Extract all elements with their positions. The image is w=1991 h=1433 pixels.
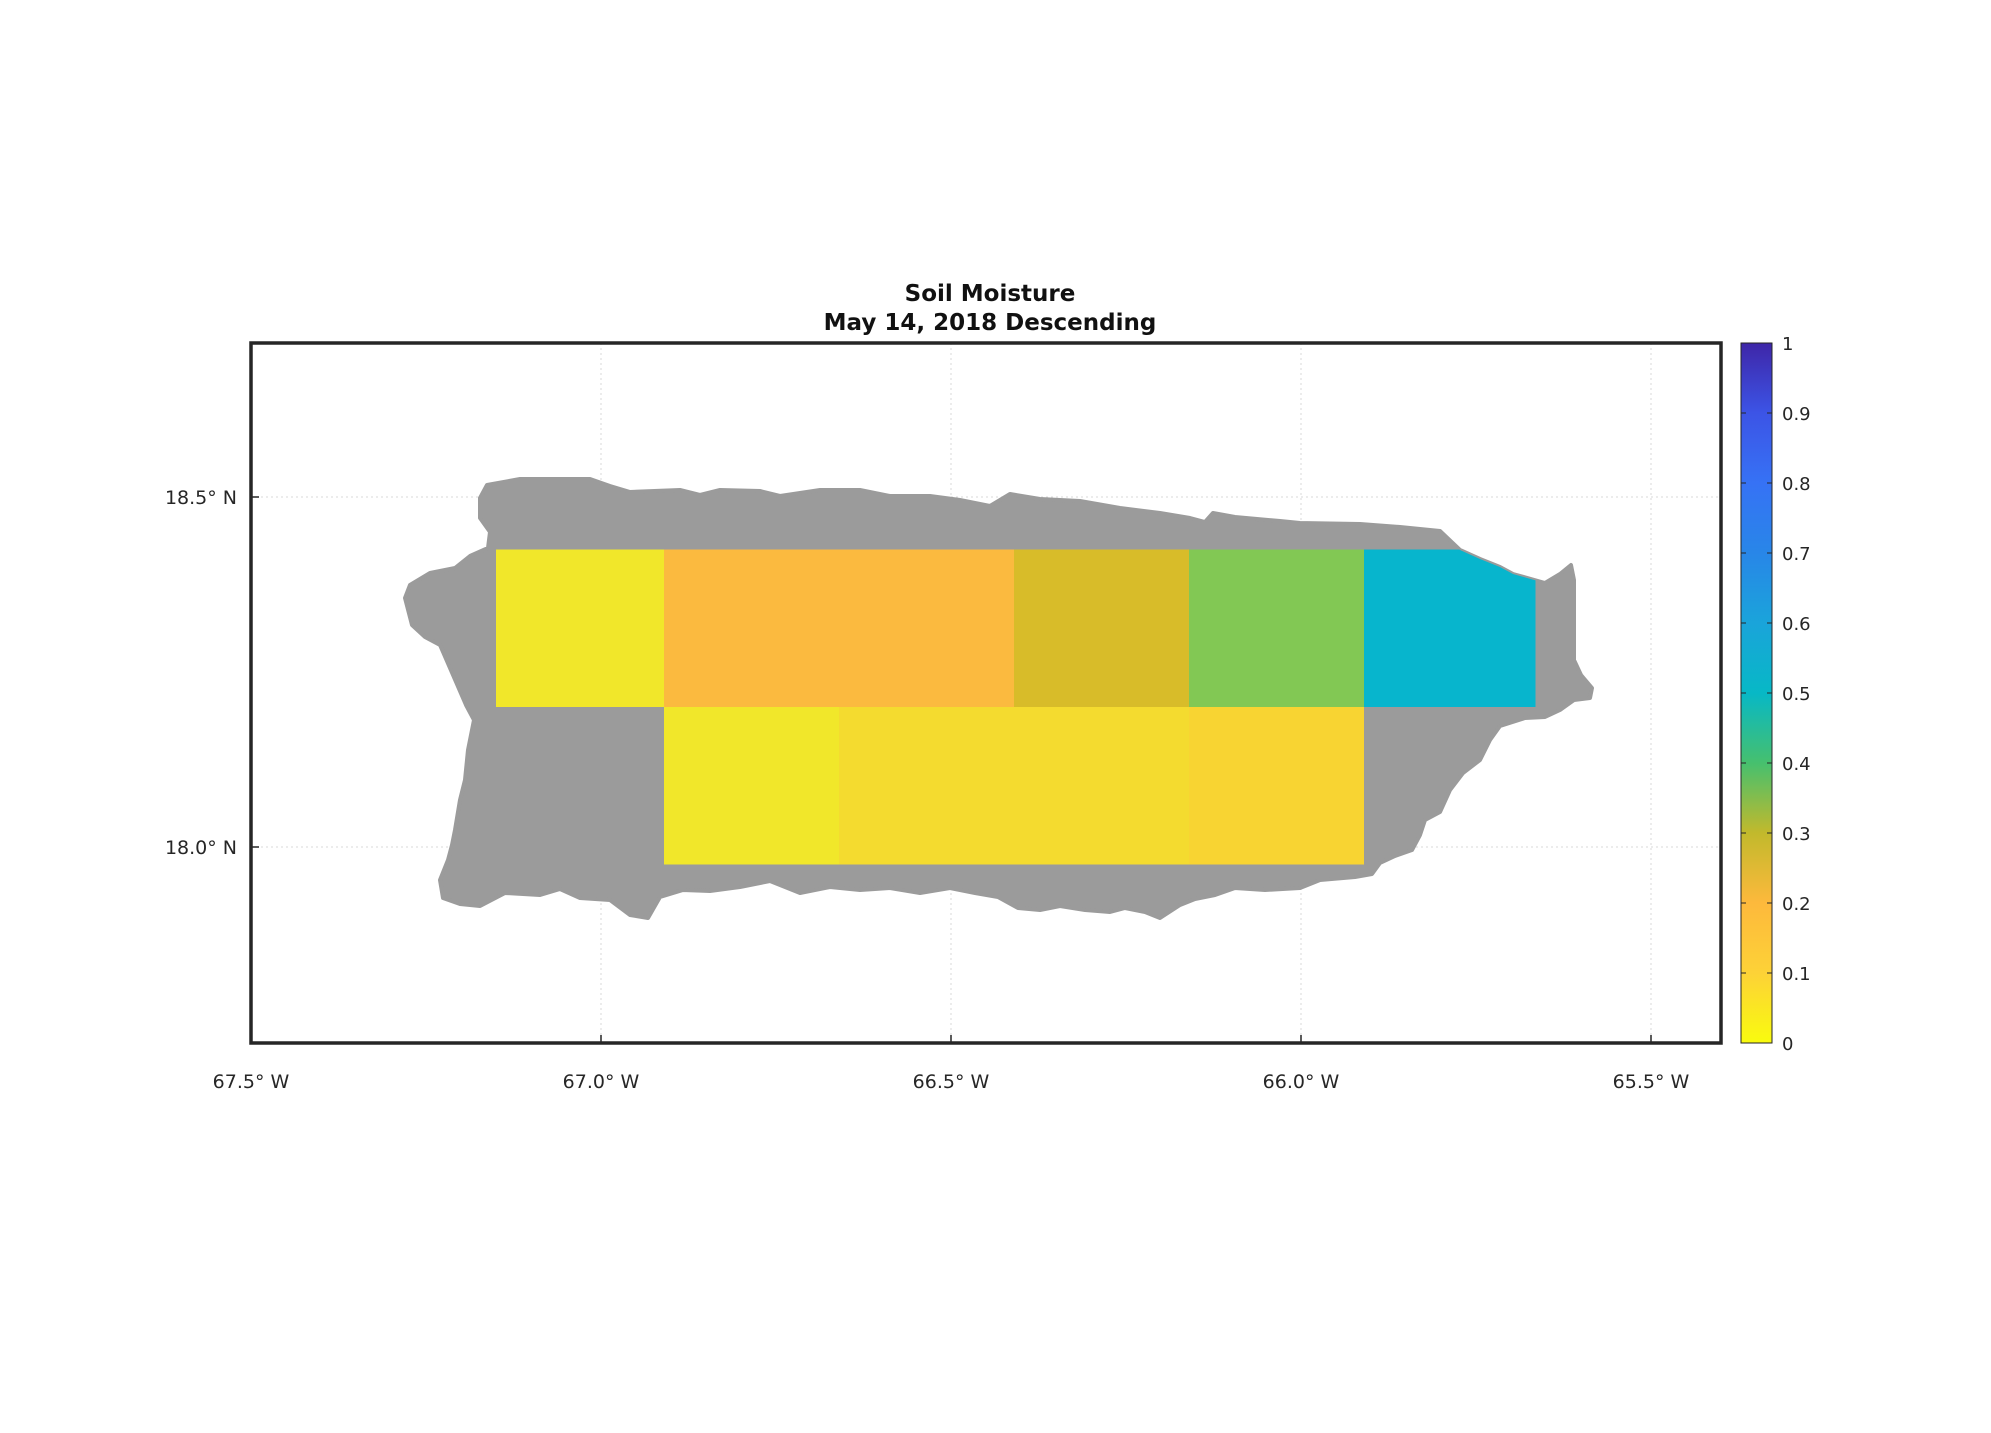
colorbar-ticks: 0 0.1 0.2 0.3 0.4 0.5 0.6 0.7 0.8 0.9 1 xyxy=(1741,334,1811,1055)
colorbar-tick-label-1: 0.1 xyxy=(1782,964,1811,985)
soil-moisture-cell-2 xyxy=(1014,549,1189,707)
colorbar-tick-label-2: 0.2 xyxy=(1782,894,1811,915)
chart-title: Soil Moisture xyxy=(905,281,1076,307)
soil-moisture-cell-3 xyxy=(1189,549,1364,707)
colorbar-tick-label-8: 0.8 xyxy=(1782,474,1811,495)
x-tick-label-1: 67.0° W xyxy=(563,1071,640,1093)
colorbar-tick-label-5: 0.5 xyxy=(1782,684,1811,705)
soil-moisture-cell-1 xyxy=(664,549,1014,707)
x-tick-label-2: 66.5° W xyxy=(913,1071,990,1093)
soil-moisture-cell-4 xyxy=(1364,549,1536,707)
soil-moisture-cell-7 xyxy=(1189,707,1364,865)
colorbar-tick-label-6: 0.6 xyxy=(1782,614,1811,635)
colorbar-tick-label-0: 0 xyxy=(1782,1034,1793,1055)
soil-moisture-cell-6 xyxy=(839,707,1189,865)
y-tick-label-1: 18.0° N xyxy=(165,837,237,859)
x-tick-label-3: 66.0° W xyxy=(1263,1071,1340,1093)
y-tick-label-0: 18.5° N xyxy=(165,487,237,509)
colorbar xyxy=(1740,342,1773,1044)
x-tick-label-4: 65.5° W xyxy=(1613,1071,1690,1093)
colorbar-tick-label-4: 0.4 xyxy=(1782,754,1811,775)
soil-moisture-cell-0 xyxy=(496,549,664,707)
colorbar-tick-label-7: 0.7 xyxy=(1782,544,1811,565)
x-axis-ticks: 67.5° W 67.0° W 66.5° W 66.0° W 65.5° W xyxy=(213,1035,1690,1093)
x-tick-label-0: 67.5° W xyxy=(213,1071,290,1093)
y-axis-ticks: 18.5° N 18.0° N xyxy=(165,487,259,859)
chart-subtitle: May 14, 2018 Descending xyxy=(824,310,1157,336)
soil-moisture-cells xyxy=(496,549,1536,865)
soil-moisture-cell-5 xyxy=(664,707,839,865)
map-axes-frame xyxy=(249,341,1723,1045)
colorbar-tick-label-9: 0.9 xyxy=(1782,404,1811,425)
colorbar-tick-label-10: 1 xyxy=(1782,334,1793,355)
colorbar-tick-label-3: 0.3 xyxy=(1782,824,1811,845)
